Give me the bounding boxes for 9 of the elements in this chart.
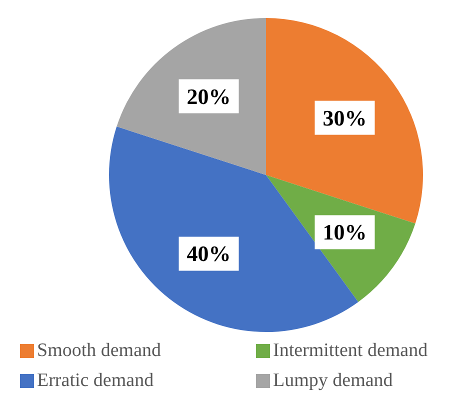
pie-slice	[266, 18, 423, 224]
data-label: 30%	[322, 105, 367, 130]
legend-label: Smooth demand	[37, 340, 162, 362]
legend-label: Intermittent demand	[273, 340, 428, 362]
data-label: 40%	[186, 241, 231, 266]
legend-label: Erratic demand	[37, 370, 154, 392]
data-label: 10%	[322, 220, 367, 245]
data-label: 20%	[186, 84, 231, 109]
legend-label: Lumpy demand	[273, 370, 393, 392]
